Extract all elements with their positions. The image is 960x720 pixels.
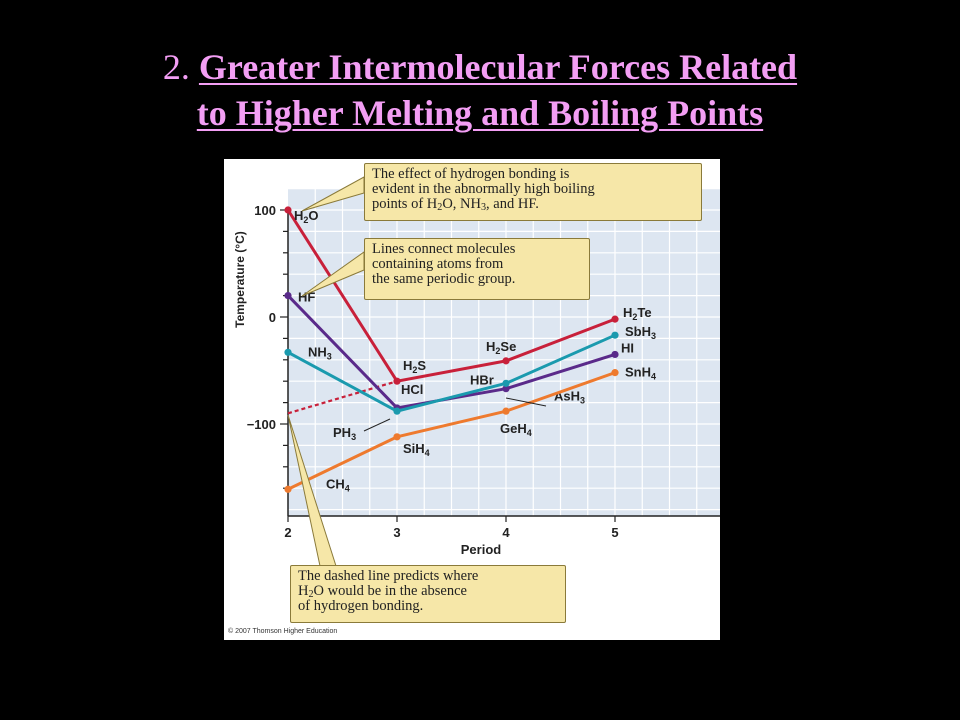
data-point: [502, 357, 510, 365]
data-label-h2o: H2O: [294, 208, 319, 225]
slide-title-line-2: to Higher Melting and Boiling Points: [0, 90, 960, 136]
y-tick-label: 100: [254, 203, 276, 218]
boiling-point-figure: 100 0 −100 2 3 4 5 Period Temperature (°C) H2O H2S…: [224, 159, 720, 640]
callout-periodic-group: Lines connect molecules containing atoms …: [364, 238, 590, 300]
data-label-ch4: CH4: [326, 476, 350, 493]
data-label-snh4: SnH4: [625, 365, 656, 382]
data-point: [284, 206, 292, 214]
data-point: [393, 433, 401, 441]
data-label-h2te: H2Te: [623, 305, 652, 322]
data-point: [611, 331, 619, 339]
data-point: [284, 348, 292, 356]
series-line-group-6a: [286, 209, 616, 383]
data-label-hf: HF: [298, 290, 315, 305]
data-point: [611, 369, 619, 377]
title-text-2: to Higher Melting and Boiling Points: [196, 93, 764, 133]
x-tick-label: 4: [502, 525, 510, 540]
data-label-sih4: SiH4: [403, 441, 430, 458]
data-point: [502, 379, 510, 387]
title-text-1: Greater Intermolecular Forces Related: [198, 47, 798, 87]
data-point: [284, 485, 292, 493]
callout-dashed-line: The dashed line predicts where H2O would …: [290, 565, 566, 623]
y-axis-label: Temperature (°C): [233, 231, 247, 328]
series-line-group-4a: [287, 371, 616, 491]
y-tick-label: −100: [247, 417, 276, 432]
callout-hydrogen-bonding: The effect of hydrogen bonding is evident…: [364, 163, 702, 221]
data-point: [393, 407, 401, 415]
data-point: [502, 385, 510, 393]
x-tick-label: 2: [284, 525, 291, 540]
data-label-h2se: H2Se: [486, 339, 516, 356]
data-label-sbh3: SbH3: [625, 324, 656, 341]
ash3-leader-line: [505, 397, 547, 407]
ph3-leader-line: [363, 418, 391, 432]
x-tick-label: 3: [393, 525, 400, 540]
copyright-text: © 2007 Thomson Higher Education: [228, 628, 338, 635]
data-label-geh4: GeH4: [500, 421, 532, 438]
data-label-hi: HI: [621, 340, 634, 355]
y-tick-label: 0: [269, 310, 276, 325]
slide-title: 2. Greater Intermolecular Forces Related…: [0, 44, 960, 136]
slide-title-line-1: 2. Greater Intermolecular Forces Related: [0, 44, 960, 90]
data-point: [611, 350, 619, 359]
data-label-h2s: H2S: [403, 358, 426, 375]
data-label-nh3: NH3: [308, 344, 332, 361]
data-point: [611, 315, 619, 323]
data-point: [284, 292, 292, 300]
x-axis-label: Period: [461, 542, 502, 557]
data-point: [502, 407, 510, 415]
predicted-h2o-dashed-line: [287, 380, 398, 415]
data-point: [393, 377, 401, 385]
data-label-hcl: HCl: [401, 382, 423, 397]
series-line-group-5a: [287, 333, 616, 413]
title-number: 2.: [162, 47, 190, 87]
data-label-ph3: PH3: [333, 425, 356, 442]
x-tick-label: 5: [611, 525, 618, 540]
data-label-hbr: HBr: [470, 373, 494, 388]
